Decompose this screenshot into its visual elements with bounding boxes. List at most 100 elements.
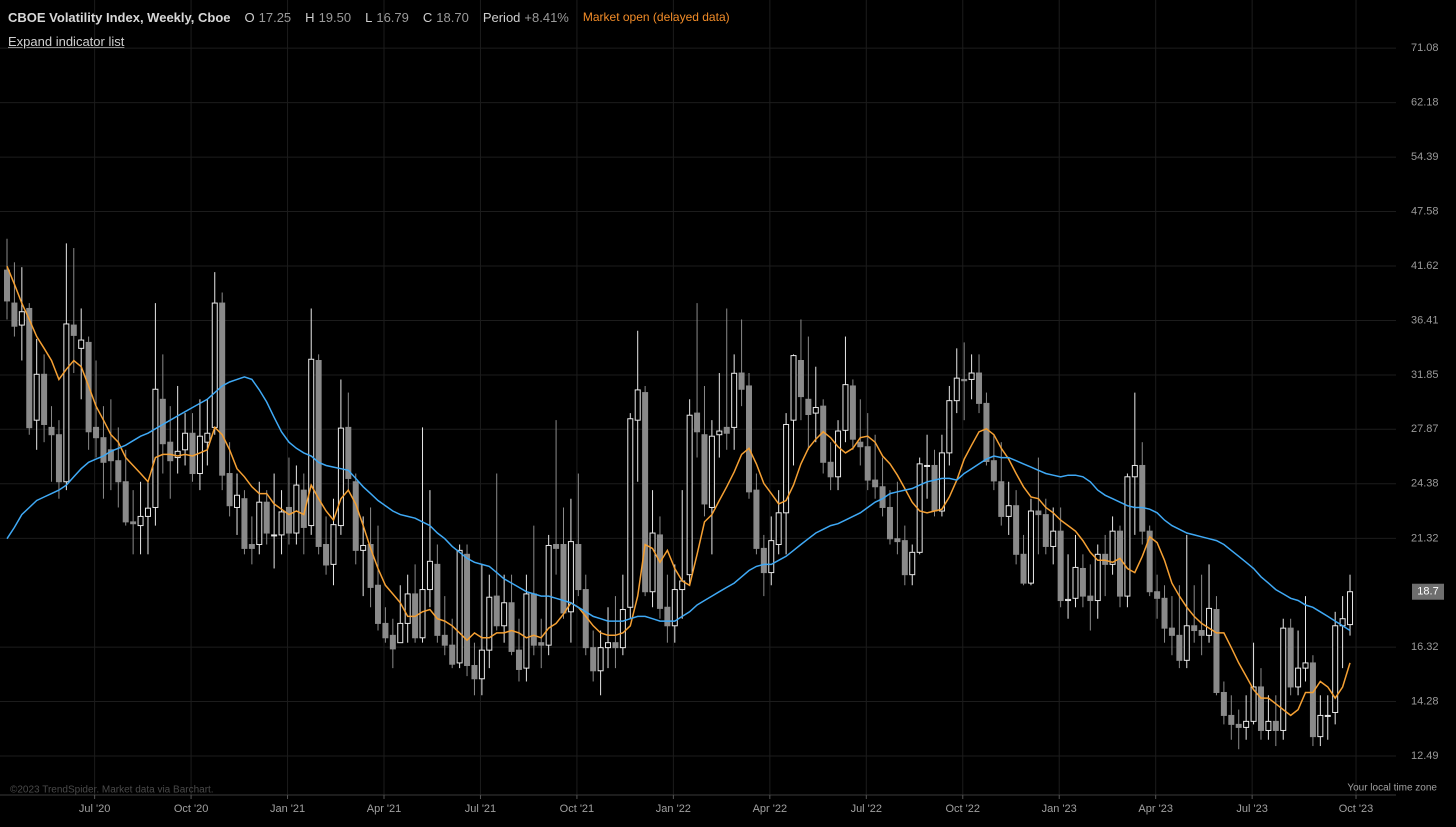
candle-body bbox=[664, 606, 671, 627]
y-tick-label: 14.28 bbox=[1411, 695, 1439, 707]
candle-body bbox=[575, 544, 582, 591]
ohlc-value: 16.79 bbox=[376, 9, 409, 25]
candle-body bbox=[152, 388, 159, 508]
x-tick-label: Apr '23 bbox=[1138, 803, 1173, 815]
candle-body bbox=[159, 398, 166, 445]
candle-body bbox=[1161, 597, 1168, 629]
candle-body bbox=[1020, 553, 1027, 584]
candle-body bbox=[426, 560, 433, 591]
candle-body bbox=[760, 547, 767, 574]
y-tick-label: 16.32 bbox=[1411, 641, 1439, 653]
candle-body bbox=[894, 538, 901, 543]
candle-body bbox=[805, 398, 812, 416]
candle-body bbox=[530, 593, 537, 646]
candle-body bbox=[983, 402, 990, 462]
candle-body bbox=[1265, 720, 1272, 731]
candle-body bbox=[1317, 714, 1324, 738]
candle-body bbox=[1309, 662, 1316, 738]
candle-body bbox=[1079, 567, 1086, 597]
candle-body bbox=[1013, 505, 1020, 555]
candle-body bbox=[1287, 627, 1294, 688]
candle-body bbox=[1191, 625, 1198, 632]
candle-body bbox=[642, 392, 649, 593]
candle-body bbox=[708, 435, 715, 508]
candle-body bbox=[300, 489, 307, 528]
x-tick-label: Jul '20 bbox=[79, 803, 110, 815]
candle-body bbox=[144, 507, 151, 517]
candle-body bbox=[1235, 723, 1242, 728]
candle-body bbox=[953, 377, 960, 402]
x-tick-label: Jan '23 bbox=[1042, 803, 1077, 815]
candle-body bbox=[1065, 598, 1072, 602]
candle-body bbox=[768, 540, 775, 574]
y-tick-label: 47.58 bbox=[1411, 205, 1439, 217]
candle-body bbox=[18, 311, 25, 326]
candle-body bbox=[174, 450, 181, 459]
candle-body bbox=[812, 407, 819, 414]
candle-body bbox=[1257, 686, 1264, 731]
candle-body bbox=[783, 423, 790, 514]
candle-body bbox=[1183, 625, 1190, 661]
candle-body bbox=[1005, 505, 1012, 517]
candle-body bbox=[100, 437, 107, 463]
candle-body bbox=[627, 418, 634, 608]
candle-body bbox=[501, 602, 508, 627]
grid bbox=[0, 0, 1396, 795]
candle-body bbox=[271, 534, 278, 537]
candle-body bbox=[1228, 714, 1235, 725]
candle-body bbox=[886, 506, 893, 540]
candle-body bbox=[382, 622, 389, 639]
candle-body bbox=[1109, 530, 1116, 565]
y-tick-label: 27.87 bbox=[1411, 423, 1439, 435]
market-status: Market open (delayed data) bbox=[582, 10, 730, 24]
candle-body bbox=[857, 441, 864, 448]
candle-body bbox=[835, 430, 842, 478]
candle-body bbox=[864, 446, 871, 481]
candle-body bbox=[567, 541, 574, 613]
candle-body bbox=[478, 649, 485, 680]
candle-body bbox=[634, 389, 641, 421]
candle-body bbox=[1094, 553, 1101, 602]
candle-body bbox=[196, 435, 203, 475]
period-label: Period bbox=[482, 9, 521, 25]
candle-body bbox=[1027, 510, 1034, 584]
candle-body bbox=[968, 372, 975, 380]
candle-body bbox=[1168, 627, 1175, 636]
candle-body bbox=[1124, 476, 1131, 597]
y-tick-label: 36.41 bbox=[1411, 314, 1439, 326]
candle-body bbox=[182, 432, 189, 451]
candle-body bbox=[1302, 662, 1309, 669]
y-tick-label: 71.08 bbox=[1411, 42, 1439, 54]
candle-body bbox=[93, 426, 100, 439]
x-tick-label: Jan '22 bbox=[656, 803, 691, 815]
candle-body bbox=[367, 544, 374, 588]
instrument-title: CBOE Volatility Index, Weekly, Cboe bbox=[8, 9, 231, 25]
candle-body bbox=[441, 634, 448, 646]
x-tick-label: Oct '20 bbox=[174, 803, 209, 815]
candle-body bbox=[48, 426, 55, 436]
candle-body bbox=[716, 430, 723, 436]
candle-body bbox=[731, 372, 738, 428]
candle-body bbox=[404, 593, 411, 624]
candle-body bbox=[189, 432, 196, 475]
candle-body bbox=[107, 449, 114, 462]
candle-body bbox=[1243, 720, 1250, 728]
candle-body bbox=[211, 302, 218, 428]
candle-body bbox=[1198, 630, 1205, 636]
ohlc-label: O bbox=[244, 9, 255, 25]
candle-body bbox=[686, 414, 693, 576]
candle-body bbox=[1295, 667, 1302, 688]
expand-indicator-link[interactable]: Expand indicator list bbox=[8, 34, 125, 49]
candle-body bbox=[330, 524, 337, 565]
candle-body bbox=[78, 339, 85, 349]
ohlc-value: 19.50 bbox=[318, 9, 352, 25]
candle-body bbox=[434, 563, 441, 636]
candle-body bbox=[204, 432, 211, 443]
candle-body bbox=[41, 373, 48, 425]
candle-body bbox=[612, 642, 619, 649]
candle-body bbox=[1250, 686, 1257, 722]
candle-body bbox=[323, 544, 330, 566]
candle-body bbox=[901, 540, 908, 576]
candle-body bbox=[1220, 691, 1227, 716]
